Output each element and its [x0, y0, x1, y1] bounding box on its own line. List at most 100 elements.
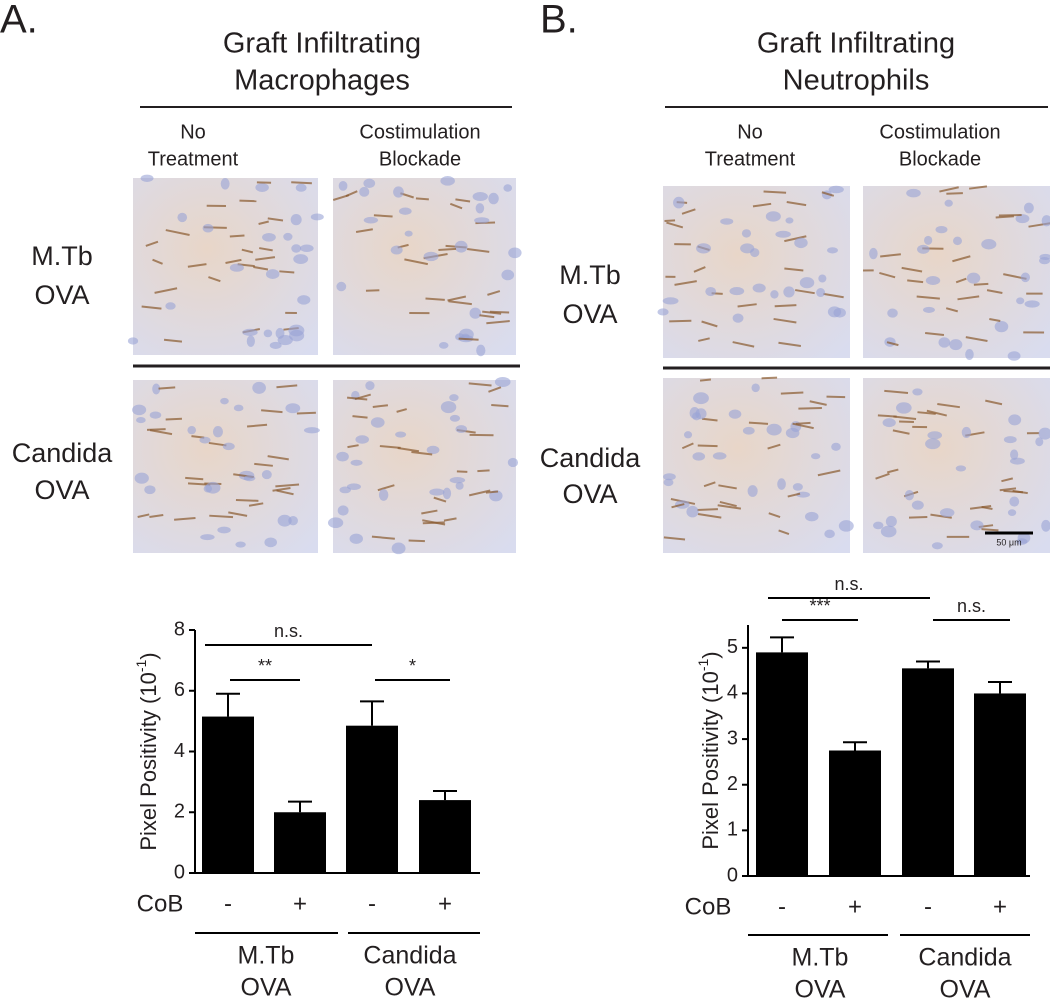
bar [274, 812, 326, 873]
stain-fiber [158, 386, 176, 390]
nucleus [455, 481, 464, 490]
stain-fiber [371, 535, 395, 540]
stain-fiber [235, 499, 259, 502]
nucleus [449, 394, 459, 402]
histology-image [862, 185, 1050, 361]
nucleus [924, 235, 933, 245]
y-tick-label: 0 [174, 861, 185, 883]
nucleus [349, 533, 363, 544]
x-tick-label: - [368, 890, 376, 917]
stain-fiber [208, 276, 221, 283]
image-background [133, 178, 318, 355]
nucleus [1007, 509, 1017, 516]
x-tick-label: - [924, 893, 932, 920]
row-label: M.Tb [31, 241, 93, 271]
column-label: Treatment [148, 148, 239, 170]
stain-fiber [396, 408, 407, 413]
panel-heading: Macrophages [234, 65, 410, 97]
nucleus [911, 500, 924, 510]
row-label: OVA [562, 479, 617, 509]
nucleus [811, 453, 821, 460]
nucleus [127, 337, 139, 345]
stain-fiber [467, 247, 490, 253]
nucleus [961, 426, 972, 438]
nucleus [310, 213, 324, 221]
histology-image [863, 378, 1050, 553]
nucleus [686, 505, 699, 518]
stain-fiber [717, 504, 742, 510]
y-label-superscript: -1 [695, 658, 711, 671]
image-background [863, 186, 1050, 358]
nucleus [233, 404, 244, 412]
stain-fiber [258, 220, 269, 225]
stain-fiber [491, 404, 509, 408]
panel-heading: Neutrophils [783, 65, 930, 97]
stain-fiber [697, 512, 722, 519]
stain-fiber [372, 404, 389, 408]
stain-fiber [995, 215, 1014, 219]
stain-fiber [149, 514, 164, 518]
column-label: Treatment [705, 148, 796, 170]
stain-fiber [930, 513, 952, 519]
nucleus [494, 376, 511, 387]
stain-fiber [821, 191, 835, 197]
nucleus [363, 178, 376, 188]
x-axis-label: CoB [685, 893, 732, 920]
image-background [333, 380, 516, 553]
y-axis-label: Pixel Positivity (10-1) [695, 651, 723, 849]
y-tick-label: 5 [727, 636, 738, 658]
stain-fiber [254, 462, 273, 467]
nucleus [1041, 519, 1050, 532]
stain-fiber [486, 320, 510, 325]
y-label-text: Pixel Positivity (10 [136, 672, 161, 851]
image-background [333, 178, 516, 355]
bar [756, 652, 808, 876]
stain-fiber [681, 208, 696, 215]
nucleus [906, 188, 921, 198]
nucleus [220, 397, 229, 405]
nucleus [966, 272, 981, 284]
nucleus [692, 452, 706, 461]
nucleus [136, 417, 146, 424]
nucleus [673, 196, 685, 209]
stain-fiber [664, 219, 676, 222]
bar [346, 725, 398, 873]
stain-fiber [969, 505, 992, 510]
nucleus [288, 516, 298, 526]
x-tick-label: + [993, 893, 1007, 920]
stain-fiber [422, 519, 446, 526]
stain-fiber [141, 305, 162, 310]
nucleus [476, 344, 486, 357]
y-tick-label: 2 [727, 773, 738, 795]
stain-fiber [778, 341, 802, 347]
nucleus [880, 525, 897, 538]
row-label: OVA [34, 280, 89, 310]
nucleus [264, 537, 277, 548]
bar [829, 750, 881, 876]
stain-fiber [332, 194, 350, 201]
stain-fiber [823, 292, 844, 299]
stain-fiber [767, 443, 781, 450]
stain-fiber [693, 266, 706, 273]
nucleus [229, 263, 244, 272]
bar [202, 716, 254, 873]
stain-fiber [999, 487, 1017, 492]
stain-fiber [291, 181, 312, 185]
nucleus [299, 244, 314, 252]
nucleus [826, 247, 838, 254]
nucleus [474, 217, 490, 224]
nucleus [785, 427, 800, 439]
stain-fiber [786, 201, 807, 207]
nucleus [994, 321, 1009, 333]
nucleus [469, 307, 482, 319]
stain-fiber [989, 318, 1001, 323]
nucleus [140, 174, 154, 182]
column-label: Blockade [379, 148, 461, 170]
nucleus [440, 401, 457, 414]
significance-label: n.s. [274, 621, 303, 641]
nucleus [327, 517, 344, 529]
nucleus [818, 274, 827, 283]
nucleus [705, 286, 717, 297]
panel-heading: Graft Infiltrating [223, 28, 421, 60]
stain-fiber [477, 469, 490, 473]
